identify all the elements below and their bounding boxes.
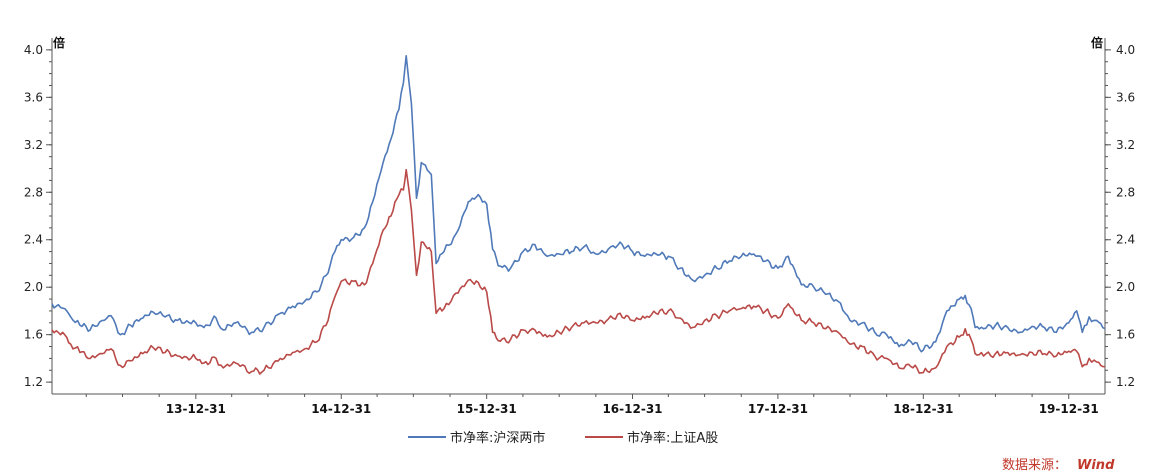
x-tick-label: 17-12-31 [748,402,808,416]
data-source-note: 数据来源： Wind [1002,454,1114,473]
data-source-label: 数据来源： [1002,458,1068,473]
y-tick-label-right: 2.0 [1116,280,1135,294]
chart-axes: 4.0 4.0 3.6 3.6 3.2 3.2 2.8 2.8 2.4 2.4 2.0 2.0 1.6 1… [24,35,1135,416]
y-tick-label-left: 2.4 [24,233,43,247]
y-tick-label-left: 4.0 [24,43,43,57]
y-tick-label-right: 1.2 [1116,375,1135,389]
x-tick-label: 15-12-31 [457,402,517,416]
chart-legend: 市净率:沪深两市 市净率:上证A股 [408,430,718,446]
legend-label-series-1: 市净率:上证A股 [627,430,718,446]
y-tick-label-right: 3.2 [1116,138,1135,152]
y-tick-label-left: 2.8 [24,185,43,199]
y-tick-label-right: 4.0 [1116,43,1135,57]
y-tick-label-right: 1.6 [1116,328,1135,342]
y-tick-label-left: 1.2 [24,375,43,389]
data-source-name: Wind [1077,458,1115,473]
y-tick-label-left: 1.6 [24,328,43,342]
chart-series [51,55,1106,375]
y-tick-label-left: 3.2 [24,138,43,152]
y-unit-label-left: 倍 [53,35,65,50]
x-tick-label: 18-12-31 [893,402,953,416]
y-unit-label-right: 倍 [1091,35,1103,50]
series-line-0 [51,55,1106,353]
series-line-1 [51,168,1106,375]
y-tick-label-right: 2.4 [1116,233,1135,247]
y-tick-label-right: 2.8 [1116,185,1135,199]
y-tick-label-right: 3.6 [1116,90,1135,104]
y-tick-label-left: 2.0 [24,280,43,294]
x-tick-label: 14-12-31 [311,402,371,416]
x-tick-label: 19-12-31 [1039,402,1099,416]
legend-label-series-0: 市净率:沪深两市 [450,430,545,446]
x-tick-label: 13-12-31 [166,402,226,416]
x-tick-label: 16-12-31 [602,402,662,416]
y-tick-label-left: 3.6 [24,90,43,104]
